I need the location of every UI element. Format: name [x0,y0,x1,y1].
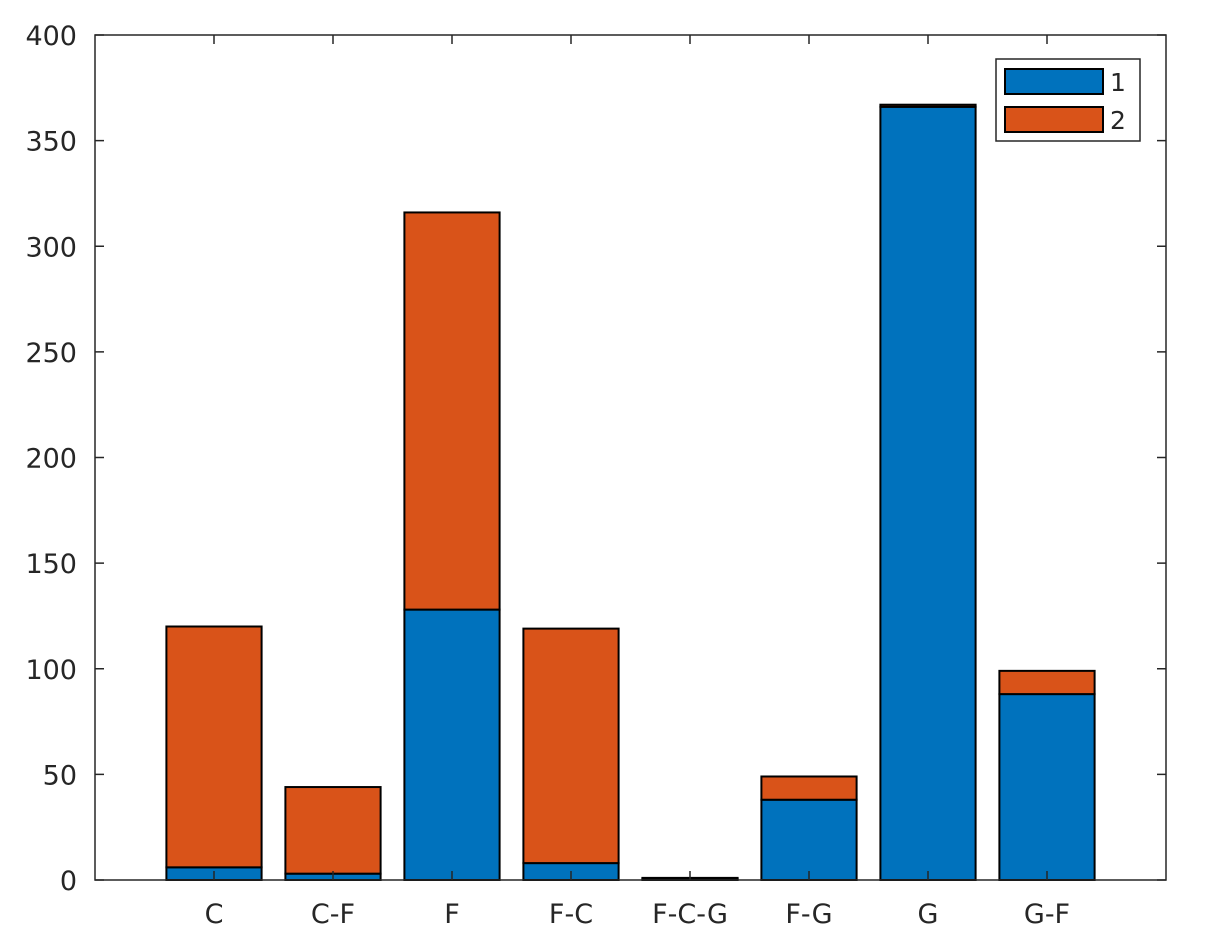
y-tick-label: 250 [25,338,77,369]
bars-group [165,103,1096,882]
bar-C-F-series-2 [284,786,382,875]
x-tick-label: F-C [549,899,593,930]
bar-F-C-series-2 [522,627,620,865]
legend-swatch-1 [1004,68,1104,95]
x-tick-label: F [444,899,460,930]
x-tick-label: G-F [1024,899,1070,930]
y-tick-label: 350 [25,127,77,158]
y-tick-label: 200 [25,444,77,475]
bar-G-F-series-1 [998,693,1096,881]
y-tick-label: 400 [25,21,77,52]
bar-G-F-series-2 [998,669,1096,696]
legend-label-1: 1 [1110,68,1126,97]
x-tick-label: C-F [311,899,355,930]
bar-G-series-2 [879,103,977,108]
bar-F-G-series-1 [760,798,858,881]
plot-area [95,35,1166,880]
x-tick-label: G [918,899,939,930]
y-tick-label: 300 [25,232,77,263]
y-tick-label: 0 [60,866,77,897]
bar-F-G-series-2 [760,775,858,801]
y-tick-label: 50 [43,760,77,791]
y-tick-label: 100 [25,655,77,686]
plot-frame [94,34,1167,881]
x-tick-label: C [205,899,224,930]
ticks-group: C C-F F F-C F-C-G F-G G G-F 0 50 100 150 200 250 300 35… [25,21,1166,930]
legend-swatch-2 [1004,106,1104,133]
x-tick-label: F-C-G [652,899,728,930]
legend-label-2: 2 [1110,106,1126,135]
x-tick-label: F-G [785,899,832,930]
bar-C-series-2 [165,625,263,869]
bar-F-series-2 [403,211,501,611]
bar-F-series-1 [403,608,501,881]
y-tick-label: 150 [25,549,77,580]
legend: 12 [995,58,1141,142]
bar-G-series-1 [879,105,977,881]
